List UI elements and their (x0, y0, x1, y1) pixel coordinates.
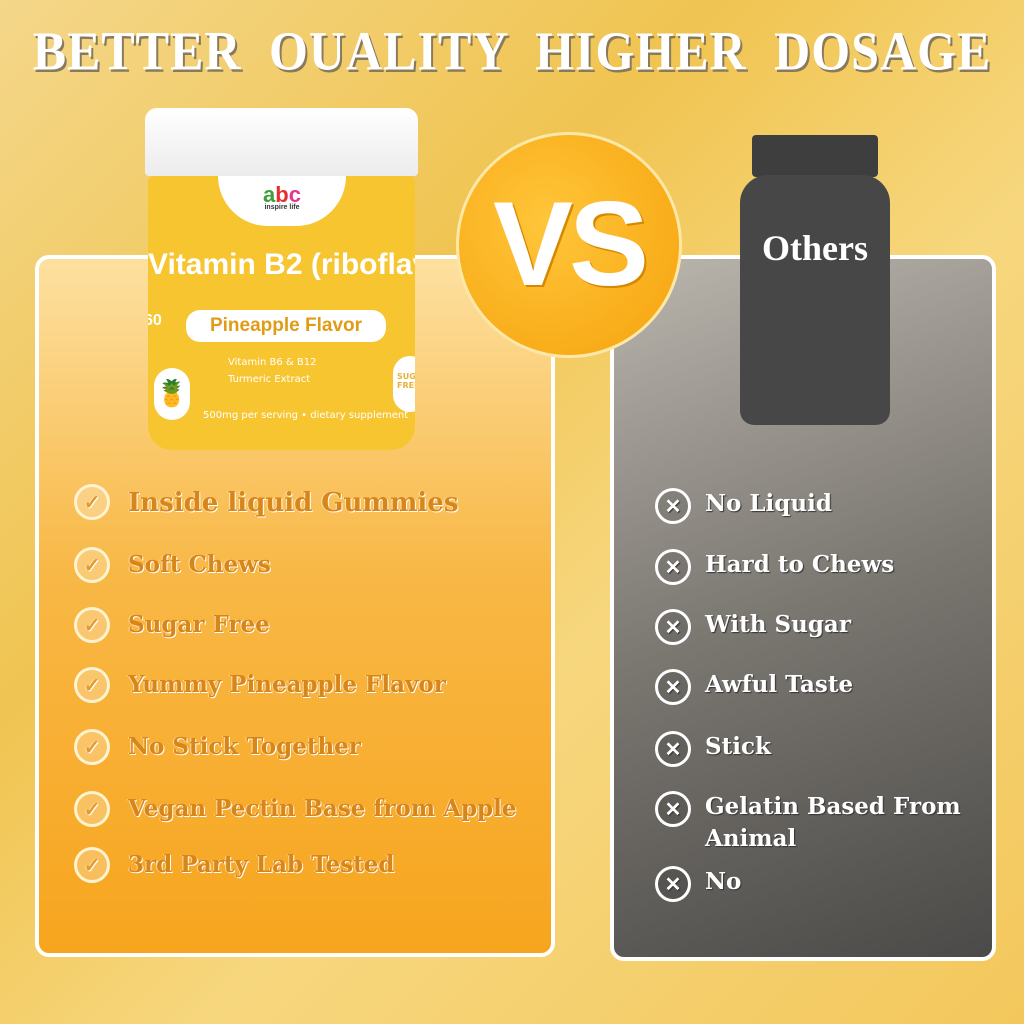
con-text: No (705, 868, 742, 895)
pro-item: ✓ Soft Chews (74, 547, 271, 583)
con-text: Hard to Chews (705, 551, 895, 578)
con-item: ✕ Hard to Chews (655, 549, 894, 585)
x-circle-icon: ✕ (655, 791, 691, 827)
check-circle-icon: ✓ (74, 607, 110, 643)
pro-item: ✓ No Stick Together (74, 729, 361, 765)
con-text: Stick (705, 733, 771, 760)
pro-text: 3rd Party Lab Tested (128, 851, 395, 878)
jar-lid (145, 108, 418, 176)
pro-item: ✓ Vegan Pectin Base from Apple (74, 791, 517, 827)
check-circle-icon: ✓ (74, 791, 110, 827)
pineapple-icon: 🍍 (154, 368, 190, 420)
check-circle-icon: ✓ (74, 667, 110, 703)
x-circle-icon: ✕ (655, 731, 691, 767)
others-bottle: Others (740, 135, 890, 425)
pro-text: Soft Chews (128, 551, 271, 578)
product-count: 60 (148, 312, 162, 329)
product-serving: 500mg per serving • dietary supplement (203, 410, 409, 421)
pro-text: Yummy Pineapple Flavor (128, 671, 446, 698)
pro-text: Inside liquid Gummies (128, 488, 459, 518)
con-item: ✕ With Sugar (655, 609, 851, 645)
con-text: No Liquid (705, 490, 832, 517)
bottle-cap (752, 135, 878, 177)
pro-item: ✓ Inside liquid Gummies (74, 484, 459, 520)
x-circle-icon: ✕ (655, 609, 691, 645)
con-item: ✕ Stick (655, 731, 771, 767)
pro-item: ✓ 3rd Party Lab Tested (74, 847, 395, 883)
pro-item: ✓ Sugar Free (74, 607, 270, 643)
con-item: ✕ Awful Taste (655, 669, 853, 705)
others-label: Others (762, 228, 868, 268)
con-text: Gelatin Based From Animal (705, 793, 961, 852)
x-circle-icon: ✕ (655, 488, 691, 524)
con-item: ✕ No Liquid (655, 488, 832, 524)
pro-text: Vegan Pectin Base from Apple (128, 795, 517, 822)
con-item: ✕ No (655, 866, 741, 902)
x-circle-icon: ✕ (655, 669, 691, 705)
sugar-free-badge: SUGAR FREE (393, 356, 415, 412)
product-name: Vitamin B2 (riboflavin (148, 248, 415, 281)
x-circle-icon: ✕ (655, 866, 691, 902)
pro-item: ✓ Yummy Pineapple Flavor (74, 667, 446, 703)
con-text: Awful Taste (705, 671, 854, 698)
check-circle-icon: ✓ (74, 847, 110, 883)
brand-logo: abc inspire life (218, 176, 346, 226)
product-flavor: Pineapple Flavor (186, 310, 386, 342)
product-ingredients: Vitamin B6 & B12 Turmeric Extract (228, 357, 317, 385)
check-circle-icon: ✓ (74, 484, 110, 520)
x-circle-icon: ✕ (655, 549, 691, 585)
bottle-body (740, 175, 890, 425)
pro-text: Sugar Free (128, 611, 270, 638)
vs-badge: VS (456, 132, 682, 358)
pro-text: No Stick Together (128, 733, 361, 760)
check-circle-icon: ✓ (74, 547, 110, 583)
con-item: ✕ Gelatin Based From Animal (655, 791, 995, 855)
check-circle-icon: ✓ (74, 729, 110, 765)
headline: BETTER OUALITY HIGHER DOSAGE (32, 20, 992, 82)
con-text: With Sugar (705, 611, 851, 638)
